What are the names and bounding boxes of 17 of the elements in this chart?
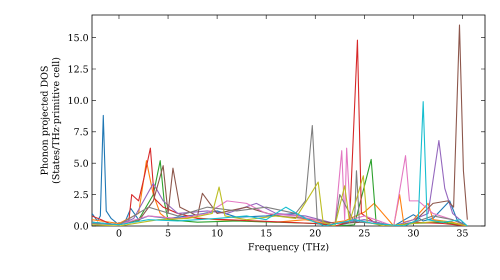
y-tick-label: 7.5 [74,128,88,136]
x-tick-label: 35 [457,229,468,237]
x-tick-label: 10 [212,229,222,237]
y-tick-label: 5.0 [74,160,88,167]
y-tick-label: 2.5 [74,191,88,198]
x-tick-label: 15 [261,229,272,237]
x-tick-label: 20 [310,229,321,237]
x-tick-label: 5 [166,229,170,236]
y-tick-label: 15.0 [68,34,88,42]
y-tick-label: 12.5 [68,65,88,73]
x-tick-label: 25 [358,229,370,237]
y-tick-label: 10.0 [68,96,88,104]
y-tick-label: 0.0 [74,222,88,230]
x-tick-label: 0 [116,229,122,237]
x-axis-title: Frequency (THz) [248,243,328,252]
x-tick-label: 30 [408,229,419,237]
y-axis-title: Phonon projected DOS (States/THz·primitive cell) [40,58,62,184]
